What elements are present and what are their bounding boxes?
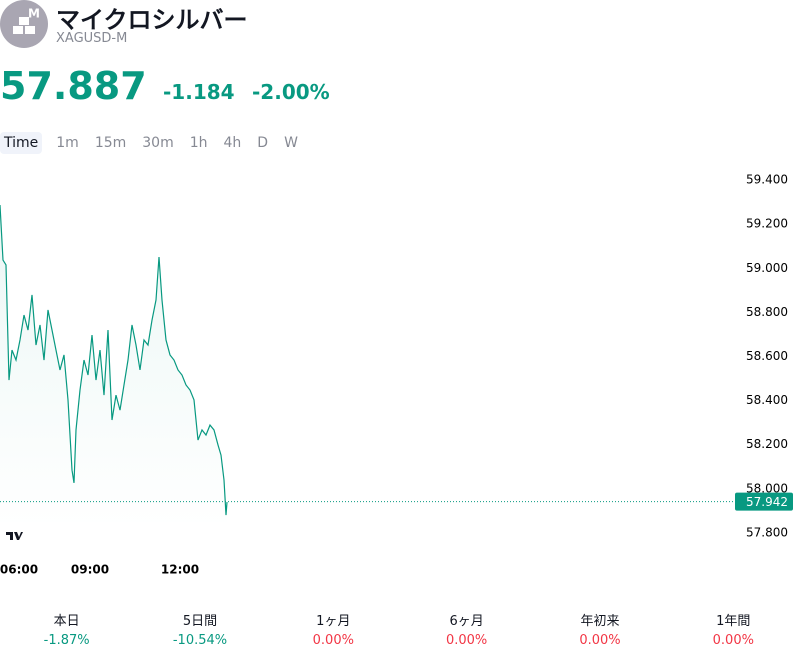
performance: 本日 -1.87% 5日間 -10.54% 1ヶ月 0.00% 6ヶ月 0.00% 年初来 0.0… <box>0 610 800 648</box>
change-percent: -2.00% <box>252 80 330 104</box>
chart: 57.800 58.000 58.200 58.400 58.600 58.800 59.0… <box>0 173 793 577</box>
period-value: 0.00% <box>312 633 354 648</box>
period-label: 1ヶ月 <box>316 614 351 629</box>
change: -1.184 <box>163 80 235 104</box>
timeframe-button[interactable]: Time <box>0 132 43 154</box>
y-tick-label: 58.800 <box>746 305 788 319</box>
area <box>0 204 227 530</box>
y-tick-label: 58.400 <box>746 393 788 407</box>
x-tick-label: 06:00 <box>0 563 38 577</box>
last-price-box <box>735 492 793 511</box>
symbol: XAGUSD-M <box>56 31 128 46</box>
period-label: 6ヶ月 <box>449 614 484 629</box>
performance-cell[interactable]: 1年間 0.00% <box>667 610 800 648</box>
last-price-label: 57.942 <box>746 495 788 509</box>
performance-cell[interactable]: 本日 -1.87% <box>0 610 133 648</box>
y-tick-label: 58.200 <box>746 437 788 451</box>
y-tick-label: 59.000 <box>746 261 788 275</box>
y-tick-label: 58.600 <box>746 349 788 363</box>
period-value: 0.00% <box>579 633 621 648</box>
line <box>0 204 228 516</box>
y-tick-label: 57.800 <box>746 525 788 539</box>
timeframe-button[interactable]: 15m <box>94 135 127 151</box>
performance-cell[interactable]: 5日間 -10.54% <box>133 610 266 648</box>
y-tick-label: 59.200 <box>746 217 788 231</box>
period-value: -10.54% <box>172 633 228 648</box>
timeframe-button[interactable]: 4h <box>223 135 242 151</box>
x-tick-label: 09:00 <box>71 563 109 577</box>
performance-cell[interactable]: 年初来 0.00% <box>533 610 666 648</box>
y-tick-label: 58.000 <box>746 481 788 495</box>
period-label: 本日 <box>53 614 80 629</box>
period-label: 1年間 <box>716 614 751 629</box>
period-label: 5日間 <box>182 614 218 629</box>
timeframe-button[interactable]: 1h <box>189 135 208 151</box>
period-value: -1.87% <box>43 633 90 648</box>
performance-cell[interactable]: 1ヶ月 0.00% <box>267 610 400 648</box>
icon: M <box>0 0 48 48</box>
timeframe-button[interactable]: D <box>257 135 269 151</box>
badge: M <box>28 7 40 21</box>
performance-cell[interactable]: 6ヶ月 0.00% <box>400 610 533 648</box>
timeframes: Time 1m 15m 30m 1h 4h D W <box>0 132 306 154</box>
timeframe-button[interactable]: 30m <box>142 135 174 151</box>
y-tick-label: 59.400 <box>746 173 788 187</box>
timeframe-button[interactable]: 1m <box>56 135 79 151</box>
x-tick-label: 12:00 <box>161 563 199 577</box>
title: マイクロシルバー <box>56 6 248 34</box>
timeframe-button[interactable]: W <box>284 135 298 151</box>
price: 57.887 <box>0 64 147 108</box>
period-label: 年初来 <box>580 614 620 629</box>
period-value: 0.00% <box>445 633 488 648</box>
period-value: 0.00% <box>712 633 754 648</box>
